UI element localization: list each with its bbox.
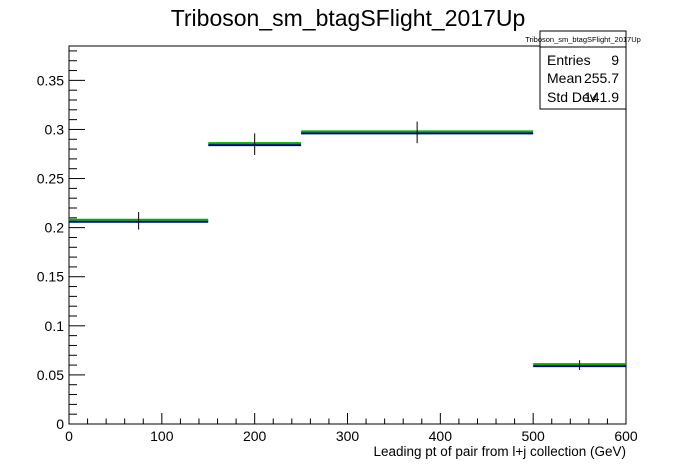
stats-stddev-value: 141.9 bbox=[584, 89, 619, 105]
histogram-bin bbox=[208, 133, 302, 155]
x-tick-label: 300 bbox=[336, 428, 360, 444]
x-tick-label: 200 bbox=[243, 428, 267, 444]
y-tick-label: 0.2 bbox=[45, 220, 65, 236]
axes-layer: 0 100 200 300 400 500 600 0 0.05 0.1 0.15 0.2 0.25 0.… bbox=[37, 50, 638, 444]
stats-mean-value: 255.7 bbox=[584, 70, 619, 86]
x-axis-label: Leading pt of pair from l+j collection (… bbox=[374, 444, 627, 459]
stats-box: Triboson_sm_btagSFlight_2017Up Entries 9… bbox=[525, 30, 641, 110]
stats-entries-value: 9 bbox=[611, 52, 619, 68]
y-tick-label: 0.15 bbox=[37, 269, 64, 285]
histogram-bin bbox=[69, 211, 209, 230]
chart-title: Triboson_sm_btagSFlight_2017Up bbox=[171, 5, 526, 31]
stats-stddev-label: Std Dev bbox=[547, 89, 597, 105]
stats-box-title: Triboson_sm_btagSFlight_2017Up bbox=[525, 35, 641, 44]
x-tick-label: 400 bbox=[429, 428, 453, 444]
x-tick-label: 100 bbox=[150, 428, 174, 444]
y-tick-label: 0.25 bbox=[37, 171, 64, 187]
stats-mean-label: Mean bbox=[547, 70, 582, 86]
y-tick-label: 0.05 bbox=[37, 367, 64, 383]
y-tick-label: 0.3 bbox=[45, 121, 65, 137]
x-tick-label: 0 bbox=[65, 428, 73, 444]
stats-entries-label: Entries bbox=[547, 52, 591, 68]
x-tick-label: 600 bbox=[614, 428, 638, 444]
y-tick-label: 0.1 bbox=[45, 318, 65, 334]
y-tick-label: 0 bbox=[56, 416, 64, 432]
bins-layer bbox=[69, 121, 626, 370]
histogram-bin bbox=[301, 121, 534, 144]
stats-box-frame bbox=[539, 30, 627, 110]
x-tick-label: 500 bbox=[521, 428, 545, 444]
y-tick-label: 0.35 bbox=[37, 72, 64, 88]
histogram-bin bbox=[533, 360, 626, 370]
